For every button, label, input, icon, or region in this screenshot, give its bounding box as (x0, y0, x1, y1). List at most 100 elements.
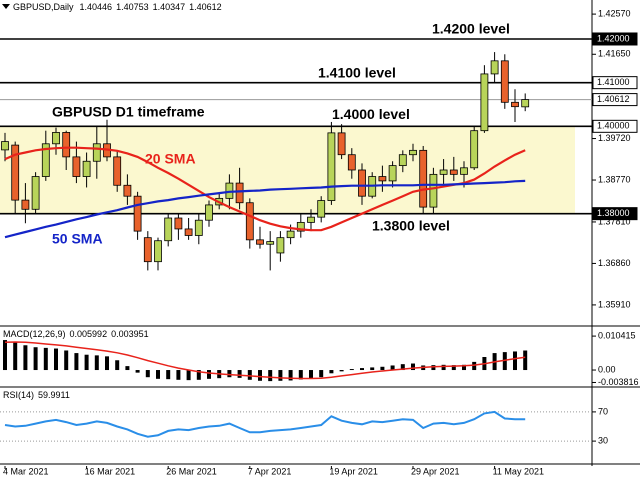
candle-body (307, 216, 315, 223)
macd-bar (135, 370, 140, 373)
candle-body (500, 60, 509, 103)
y-tick-label: 1.35910 (598, 299, 631, 309)
candle-body (164, 217, 173, 242)
candle-body (11, 144, 20, 201)
level-price-label: 1.40000 (597, 121, 630, 131)
macd-value: 0.005992 (70, 329, 108, 339)
candle-body (174, 217, 183, 230)
candle-body (317, 200, 326, 218)
candle-body (378, 176, 387, 182)
macd-bar (400, 364, 405, 371)
macd-bar (84, 354, 89, 371)
collapse-triangle[interactable] (2, 4, 10, 9)
candle-body (388, 165, 397, 182)
candle-body (123, 184, 132, 197)
series-label: 20 SMA (145, 151, 196, 167)
y-tick-label: 30 (598, 435, 608, 445)
rsi-header: RSI(14) 59.9911 (3, 390, 70, 400)
macd-bar (513, 351, 517, 371)
macd-bar (411, 363, 415, 371)
macd-header: MACD(12,26,9) 0.005992 0.003951 (3, 329, 149, 339)
candle-body (256, 239, 264, 245)
macd-bar (145, 370, 150, 378)
symbol: GBPUSD,Daily (13, 2, 74, 12)
candle-body (511, 101, 519, 108)
level-box (592, 76, 638, 90)
level-price-label: 1.38000 (597, 208, 630, 218)
close-value: 1.40612 (189, 2, 222, 12)
macd-bar (523, 350, 528, 371)
x-tick-label: 29 Apr 2021 (411, 466, 460, 476)
open-value: 1.40446 (80, 2, 113, 12)
level-price-label: 1.42000 (597, 33, 630, 43)
candle-body (337, 132, 346, 156)
macd-bar (258, 370, 262, 381)
annotation: GBPUSD D1 timeframe (52, 104, 205, 120)
macd-bar (472, 361, 477, 371)
macd-bar (105, 356, 109, 371)
rsi-value: 59.9911 (38, 390, 70, 400)
macd-bar (502, 352, 507, 371)
level-box (592, 119, 638, 133)
candle-body (358, 169, 366, 197)
candle-body (21, 199, 30, 210)
candle-body (205, 204, 213, 221)
macd-bar (237, 370, 242, 378)
macd-bar (64, 350, 69, 371)
chart-header: GBPUSD,Daily 1.40446 1.40753 1.40347 1.40612 (13, 2, 222, 12)
candle-body (327, 132, 336, 201)
candle-body (521, 99, 530, 108)
macd-bar (176, 370, 181, 380)
macd-bar (370, 367, 375, 371)
x-tick-label: 16 Mar 2021 (85, 466, 136, 476)
macd-bar (309, 370, 313, 379)
macd-bar (54, 348, 58, 371)
macd-bar (329, 370, 334, 374)
level-annotation: 1.4000 level (332, 106, 410, 122)
candle-body (52, 132, 60, 145)
macd-bar (278, 370, 283, 381)
macd-bar (268, 370, 273, 382)
y-tick-label: 1.38770 (598, 174, 631, 184)
candle-body (82, 160, 91, 177)
candle-body (133, 195, 142, 232)
current-price-box (592, 93, 638, 107)
macd-bar (196, 370, 201, 380)
candle-body (490, 60, 499, 75)
y-tick-label: 0.00 (598, 364, 616, 374)
y-tick-label: 1.36860 (598, 258, 631, 268)
candle-body (41, 143, 50, 177)
level-price-label: 1.41000 (597, 77, 630, 87)
y-tick-label: 0.010415 (598, 330, 636, 340)
candle-body (480, 73, 489, 132)
candle-body (460, 167, 468, 175)
x-tick-label: 4 Mar 2021 (3, 466, 49, 476)
candle-body (449, 169, 458, 175)
candle-body (31, 176, 40, 210)
range-zone (0, 126, 575, 214)
current-price-label: 1.40612 (597, 94, 630, 104)
rsi-line (4, 410, 526, 438)
candle-body (429, 173, 438, 208)
macd-bar (288, 370, 293, 381)
x-tick-label: 11 May 2021 (493, 466, 544, 476)
macd-bar (380, 366, 385, 371)
macd-bar (166, 370, 171, 380)
macd-bar (441, 364, 446, 371)
macd-bar (227, 370, 232, 378)
level-annotation: 1.4100 level (318, 64, 396, 80)
series-label: 50 SMA (52, 231, 103, 247)
macd-bar (462, 364, 466, 371)
candle-body (235, 182, 244, 204)
moving-average (4, 179, 526, 239)
macd-bar (74, 353, 79, 371)
x-tick-label: 26 Mar 2021 (166, 466, 217, 476)
candle-body (184, 228, 193, 236)
candle-body (113, 156, 122, 186)
candle-body (419, 149, 428, 208)
macd-bar (125, 366, 130, 371)
candle-body (194, 219, 203, 236)
candle-body (470, 130, 479, 169)
y-tick-label: 70 (598, 406, 608, 416)
